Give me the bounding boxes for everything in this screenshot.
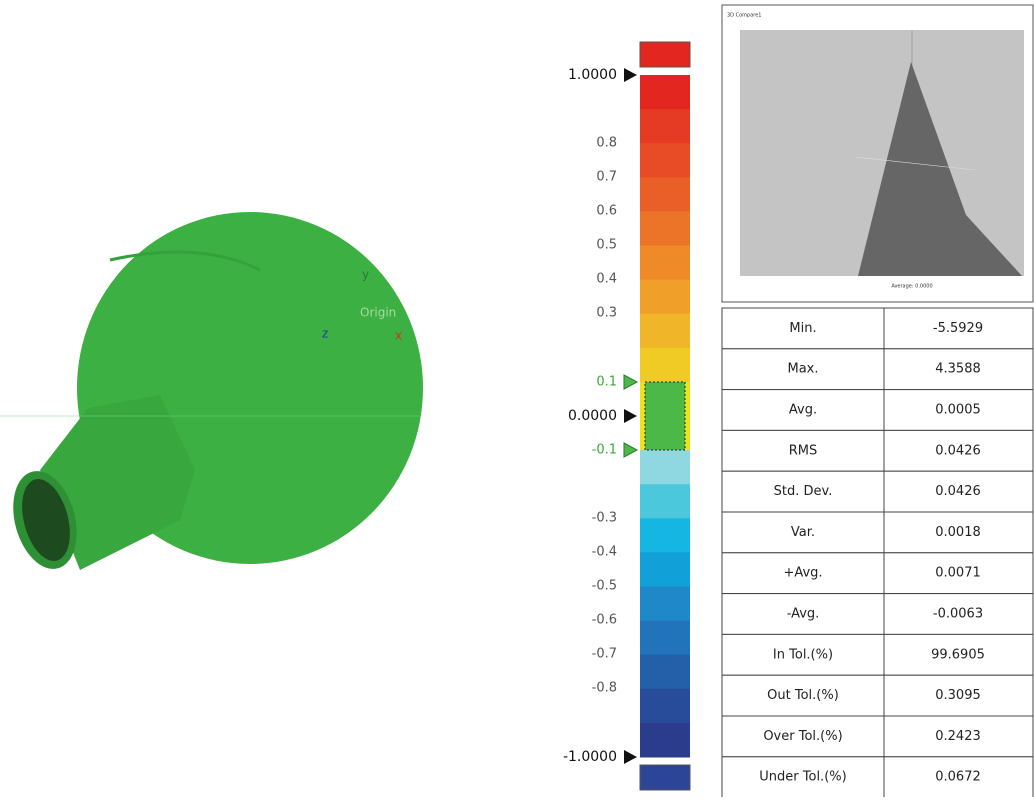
color-scale-label: 0.6	[596, 204, 617, 219]
model-view: y z x Origin	[0, 212, 423, 576]
stat-name: Over Tol.(%)	[763, 729, 842, 744]
color-scale-label: 0.3	[596, 306, 617, 321]
stats-table: Min. -5.5929 Max. 4.3588 Avg. 0.0005 RMS 0.0426…	[722, 308, 1033, 797]
color-segment	[640, 689, 690, 724]
origin-label: Origin	[360, 306, 396, 320]
average-label: Average: 0.0000	[891, 284, 932, 290]
color-scale-label: 0.8	[596, 136, 617, 151]
color-scale-label: 1.0000	[568, 67, 617, 83]
app-view: y z x Origin 1.0000 0.8 0.7 0.6 0.5 0.4 0.3 0.1…	[0, 0, 1034, 797]
over-range-swatch	[640, 42, 690, 67]
scale-marker	[624, 375, 637, 389]
scale-marker	[624, 68, 637, 82]
stat-value: 0.0672	[935, 770, 981, 785]
color-scale-label: -0.4	[592, 545, 617, 560]
tolerance-band	[645, 382, 685, 450]
stat-name: Min.	[789, 321, 816, 336]
stat-value: 0.0005	[935, 403, 981, 418]
color-segment	[640, 518, 690, 553]
color-scale-label: -0.1	[592, 443, 617, 458]
stat-value: 0.0018	[935, 525, 981, 540]
stat-name: RMS	[789, 443, 818, 458]
color-segment	[640, 246, 690, 281]
stat-value: 0.0426	[935, 484, 981, 499]
color-segment	[640, 177, 690, 212]
color-segment	[640, 450, 690, 485]
color-scale-label: -1.0000	[563, 749, 617, 765]
axis-label: z	[322, 327, 328, 341]
scale-marker	[624, 409, 637, 423]
color-segment	[640, 655, 690, 690]
stat-value: -0.0063	[933, 607, 983, 622]
color-scale-label: 0.1	[596, 375, 617, 390]
stat-name: -Avg.	[787, 607, 820, 622]
stat-name: +Avg.	[783, 566, 822, 581]
histogram-panel: 3D Compare1 Average: 0.0000	[722, 5, 1033, 302]
stat-value: 0.2423	[935, 729, 981, 744]
color-scale-label: -0.8	[592, 681, 617, 696]
color-segment	[640, 314, 690, 349]
axis-label: y	[362, 268, 369, 282]
color-segment	[640, 75, 690, 110]
color-segment	[640, 211, 690, 246]
stat-value: -5.5929	[933, 321, 983, 336]
stat-value: 0.0071	[935, 566, 981, 581]
stat-name: Under Tol.(%)	[759, 770, 846, 785]
stat-value: 99.6905	[931, 647, 985, 662]
under-range-swatch	[640, 765, 690, 790]
color-scale-label: -0.3	[592, 511, 617, 526]
stat-value: 4.3588	[935, 362, 981, 377]
color-scale-label: 0.0000	[568, 408, 617, 424]
color-segment	[640, 280, 690, 315]
axis-label: x	[395, 329, 402, 343]
color-segment	[640, 587, 690, 622]
stat-name: Std. Dev.	[774, 484, 833, 499]
scale-marker	[624, 443, 637, 457]
color-scale-label: -0.5	[592, 579, 617, 594]
stat-value: 0.0426	[935, 443, 981, 458]
stat-name: Avg.	[789, 403, 817, 418]
color-scale-label: 0.4	[596, 272, 617, 287]
color-segment	[640, 621, 690, 656]
scale-marker	[624, 750, 637, 764]
color-scale-label: 0.7	[596, 170, 617, 185]
color-scale-label: -0.7	[592, 647, 617, 662]
stat-name: Out Tol.(%)	[767, 688, 839, 703]
histogram-title: 3D Compare1	[727, 13, 761, 19]
color-bar: 1.0000 0.8 0.7 0.6 0.5 0.4 0.3 0.1 0.0000 -0.1 -0.…	[563, 42, 690, 790]
color-segment	[640, 484, 690, 519]
color-segment	[640, 348, 690, 383]
color-segment	[640, 723, 690, 758]
color-scale-label: -0.6	[592, 613, 617, 628]
stat-value: 0.3095	[935, 688, 981, 703]
color-segment	[640, 109, 690, 144]
stat-name: Max.	[787, 362, 818, 377]
stat-name: Var.	[791, 525, 815, 540]
color-scale-label: 0.5	[596, 238, 617, 253]
stat-name: In Tol.(%)	[773, 647, 833, 662]
color-segment	[640, 552, 690, 587]
color-segment	[640, 143, 690, 178]
